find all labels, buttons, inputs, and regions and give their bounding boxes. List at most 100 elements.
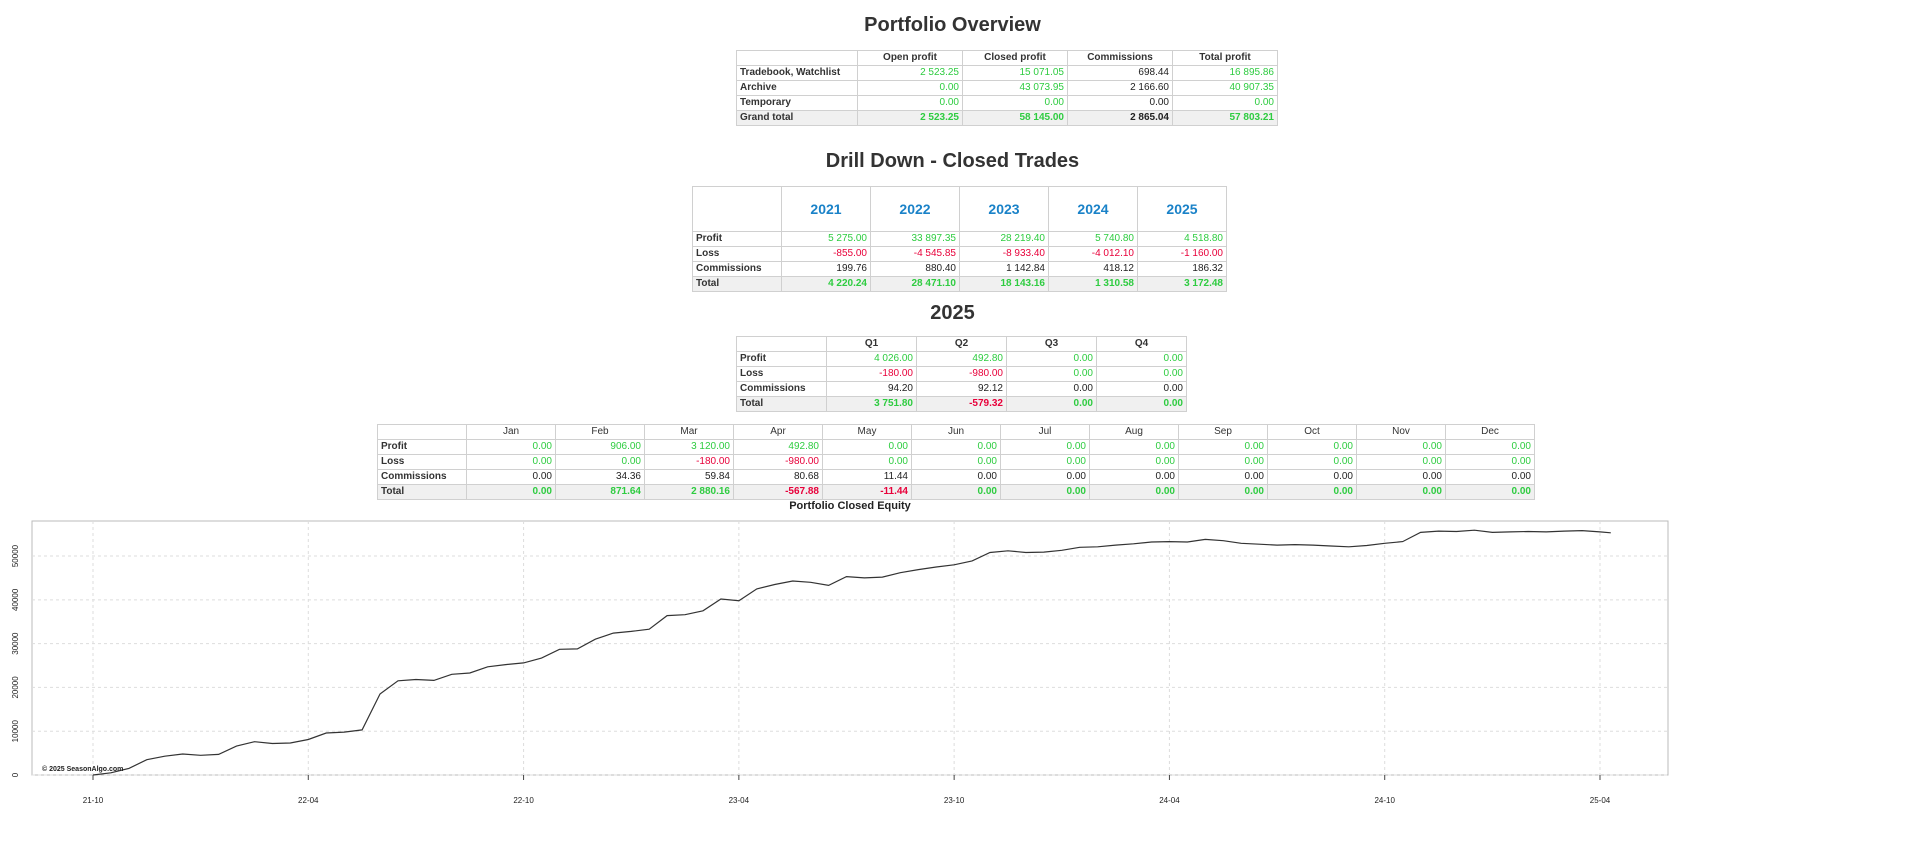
value-cell: 0.00 bbox=[1357, 440, 1446, 455]
drilldown-title: Drill Down - Closed Trades bbox=[0, 150, 1905, 173]
value-cell: -980.00 bbox=[917, 367, 1007, 382]
value-cell: -980.00 bbox=[734, 455, 823, 470]
column-header: Dec bbox=[1446, 425, 1535, 440]
value-cell: 43 073.95 bbox=[963, 81, 1068, 96]
value-cell: 0.00 bbox=[1090, 440, 1179, 455]
value-cell: 28 219.40 bbox=[960, 232, 1049, 247]
row-label: Total bbox=[693, 277, 782, 292]
x-tick-label: 24-04 bbox=[1159, 796, 1180, 805]
value-cell: 2 166.60 bbox=[1068, 81, 1173, 96]
column-header: Aug bbox=[1090, 425, 1179, 440]
value-cell: 0.00 bbox=[1179, 455, 1268, 470]
header-corner bbox=[737, 51, 858, 66]
value-cell: 492.80 bbox=[734, 440, 823, 455]
value-cell: -855.00 bbox=[782, 247, 871, 262]
value-cell: -4 012.10 bbox=[1049, 247, 1138, 262]
y-tick-label: 40000 bbox=[11, 588, 20, 611]
value-cell: 5 740.80 bbox=[1049, 232, 1138, 247]
column-header: Apr bbox=[734, 425, 823, 440]
value-cell: 3 172.48 bbox=[1138, 277, 1227, 292]
column-header: Q4 bbox=[1097, 337, 1187, 352]
value-cell: 4 220.24 bbox=[782, 277, 871, 292]
value-cell: 0.00 bbox=[1007, 382, 1097, 397]
value-cell: 0.00 bbox=[1268, 470, 1357, 485]
value-cell: 0.00 bbox=[1357, 485, 1446, 500]
value-cell: 0.00 bbox=[1097, 367, 1187, 382]
header-corner bbox=[693, 187, 782, 232]
x-tick-label: 22-10 bbox=[513, 796, 534, 805]
value-cell: 0.00 bbox=[1090, 455, 1179, 470]
year-title: 2025 bbox=[0, 302, 1905, 325]
column-header: Closed profit bbox=[963, 51, 1068, 66]
value-cell: 0.00 bbox=[1090, 470, 1179, 485]
value-cell: 0.00 bbox=[1007, 367, 1097, 382]
value-cell: 5 275.00 bbox=[782, 232, 871, 247]
column-header: Q1 bbox=[827, 337, 917, 352]
value-cell: 0.00 bbox=[858, 81, 963, 96]
table-row: Commissions 0.00 34.36 59.84 80.68 11.44 0.00 0… bbox=[378, 470, 1535, 485]
column-header: Total profit bbox=[1173, 51, 1278, 66]
value-cell: 0.00 bbox=[1268, 455, 1357, 470]
column-header: Oct bbox=[1268, 425, 1357, 440]
row-label: Grand total bbox=[737, 111, 858, 126]
value-cell: 3 120.00 bbox=[645, 440, 734, 455]
value-cell: 0.00 bbox=[1097, 397, 1187, 412]
value-cell: 0.00 bbox=[1001, 470, 1090, 485]
value-cell: 0.00 bbox=[1179, 440, 1268, 455]
column-header: Q3 bbox=[1007, 337, 1097, 352]
value-cell: 0.00 bbox=[1001, 485, 1090, 500]
value-cell: 0.00 bbox=[1007, 397, 1097, 412]
value-cell: 28 471.10 bbox=[871, 277, 960, 292]
column-header: 2021 bbox=[782, 187, 871, 232]
table-row: Loss 0.00 0.00 -180.00 -980.00 0.00 0.00 0.00 0.… bbox=[378, 455, 1535, 470]
value-cell: 94.20 bbox=[827, 382, 917, 397]
equity-chart: Portfolio Closed Equity 0 10000 20000 30000… bbox=[0, 500, 1905, 839]
value-cell: 0.00 bbox=[1357, 455, 1446, 470]
row-label: Commissions bbox=[693, 262, 782, 277]
value-cell: 0.00 bbox=[1001, 440, 1090, 455]
row-label: Total bbox=[378, 485, 467, 500]
column-header: Jun bbox=[912, 425, 1001, 440]
total-row: Total 4 220.24 28 471.10 18 143.16 1 310.58 3… bbox=[693, 277, 1227, 292]
value-cell: 698.44 bbox=[1068, 66, 1173, 81]
y-tick-label: 50000 bbox=[11, 544, 20, 567]
table-row: Profit 5 275.00 33 897.35 28 219.40 5 740.80… bbox=[693, 232, 1227, 247]
row-label: Commissions bbox=[378, 470, 467, 485]
value-cell: 418.12 bbox=[1049, 262, 1138, 277]
value-cell: 11.44 bbox=[823, 470, 912, 485]
header-corner bbox=[737, 337, 827, 352]
value-cell: 57 803.21 bbox=[1173, 111, 1278, 126]
row-label: Profit bbox=[693, 232, 782, 247]
value-cell: 80.68 bbox=[734, 470, 823, 485]
column-header: Jul bbox=[1001, 425, 1090, 440]
table-row: Commissions 199.76 880.40 1 142.84 418.12 186… bbox=[693, 262, 1227, 277]
value-cell: 0.00 bbox=[1446, 455, 1535, 470]
value-cell: 0.00 bbox=[1007, 352, 1097, 367]
value-cell: 871.64 bbox=[556, 485, 645, 500]
table-row: Loss -180.00 -980.00 0.00 0.00 bbox=[737, 367, 1187, 382]
value-cell: 0.00 bbox=[467, 440, 556, 455]
table-row: Commissions 94.20 92.12 0.00 0.00 bbox=[737, 382, 1187, 397]
value-cell: 2 880.16 bbox=[645, 485, 734, 500]
x-tick-label: 22-04 bbox=[298, 796, 319, 805]
y-tick-label: 30000 bbox=[11, 632, 20, 655]
row-label: Loss bbox=[693, 247, 782, 262]
value-cell: 59.84 bbox=[645, 470, 734, 485]
table-row: Temporary 0.00 0.00 0.00 0.00 bbox=[737, 96, 1278, 111]
table-row: Archive 0.00 43 073.95 2 166.60 40 907.35 bbox=[737, 81, 1278, 96]
value-cell: 0.00 bbox=[1001, 455, 1090, 470]
value-cell: 0.00 bbox=[1446, 470, 1535, 485]
value-cell: 18 143.16 bbox=[960, 277, 1049, 292]
value-cell: 1 142.84 bbox=[960, 262, 1049, 277]
value-cell: 0.00 bbox=[963, 96, 1068, 111]
total-row: Total 3 751.80 -579.32 0.00 0.00 bbox=[737, 397, 1187, 412]
row-label: Profit bbox=[378, 440, 467, 455]
quarter-table: Q1 Q2 Q3 Q4 Profit 4 026.00 492.80 0.00 0.00 Loss… bbox=[736, 336, 1187, 412]
row-label: Temporary bbox=[737, 96, 858, 111]
header-corner bbox=[378, 425, 467, 440]
value-cell: 0.00 bbox=[1068, 96, 1173, 111]
value-cell: -4 545.85 bbox=[871, 247, 960, 262]
value-cell: -180.00 bbox=[645, 455, 734, 470]
value-cell: 15 071.05 bbox=[963, 66, 1068, 81]
x-tick-label: 23-04 bbox=[729, 796, 750, 805]
